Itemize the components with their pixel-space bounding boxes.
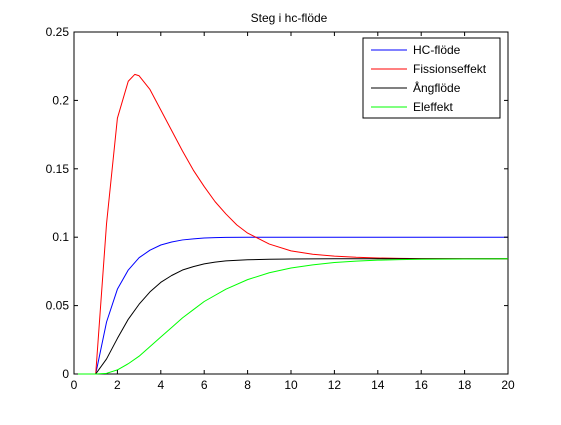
legend-label-2: Fissionseffekt	[413, 62, 487, 76]
legend-box	[362, 37, 501, 119]
series-line-2	[74, 73, 508, 375]
y-tick-label: 0.05	[46, 299, 70, 313]
x-tick-label: 14	[371, 378, 385, 392]
x-tick-label: 18	[458, 378, 472, 392]
x-tick-label: 8	[244, 378, 251, 392]
y-tick-label: 0.2	[52, 93, 69, 107]
x-tick-label: 4	[157, 378, 164, 392]
x-tick-label: 12	[328, 378, 342, 392]
legend-label-1: HC-flöde	[413, 43, 461, 57]
x-tick-label: 6	[201, 378, 208, 392]
y-tick-label: 0.15	[46, 162, 70, 176]
series-line-4	[74, 258, 509, 375]
x-tick-label: 2	[114, 378, 121, 392]
series-layer	[74, 73, 509, 375]
y-tick-label: 0.1	[52, 230, 69, 244]
x-tick-label: 10	[284, 378, 298, 392]
legend: HC-flöde Fissionseffekt Ångflöde Eleffekt	[362, 37, 501, 119]
y-tick-label: 0.25	[46, 25, 70, 39]
x-tick-label: 20	[501, 378, 515, 392]
legend-label-3: Ångflöde	[413, 80, 461, 95]
legend-label-4: Eleffekt	[413, 100, 453, 114]
y-tick-label: 0	[62, 367, 69, 381]
ticks-layer: 0 2 4 6 8 10 12 14 16 18 20 0 0.05 0.1 0.15 0.2 0.25	[46, 25, 515, 392]
chart-title: Steg i hc-flöde	[251, 11, 328, 25]
x-tick-label: 16	[415, 378, 429, 392]
series-line-1	[74, 236, 508, 375]
x-tick-label: 0	[71, 378, 78, 392]
series-line-3	[74, 258, 508, 375]
